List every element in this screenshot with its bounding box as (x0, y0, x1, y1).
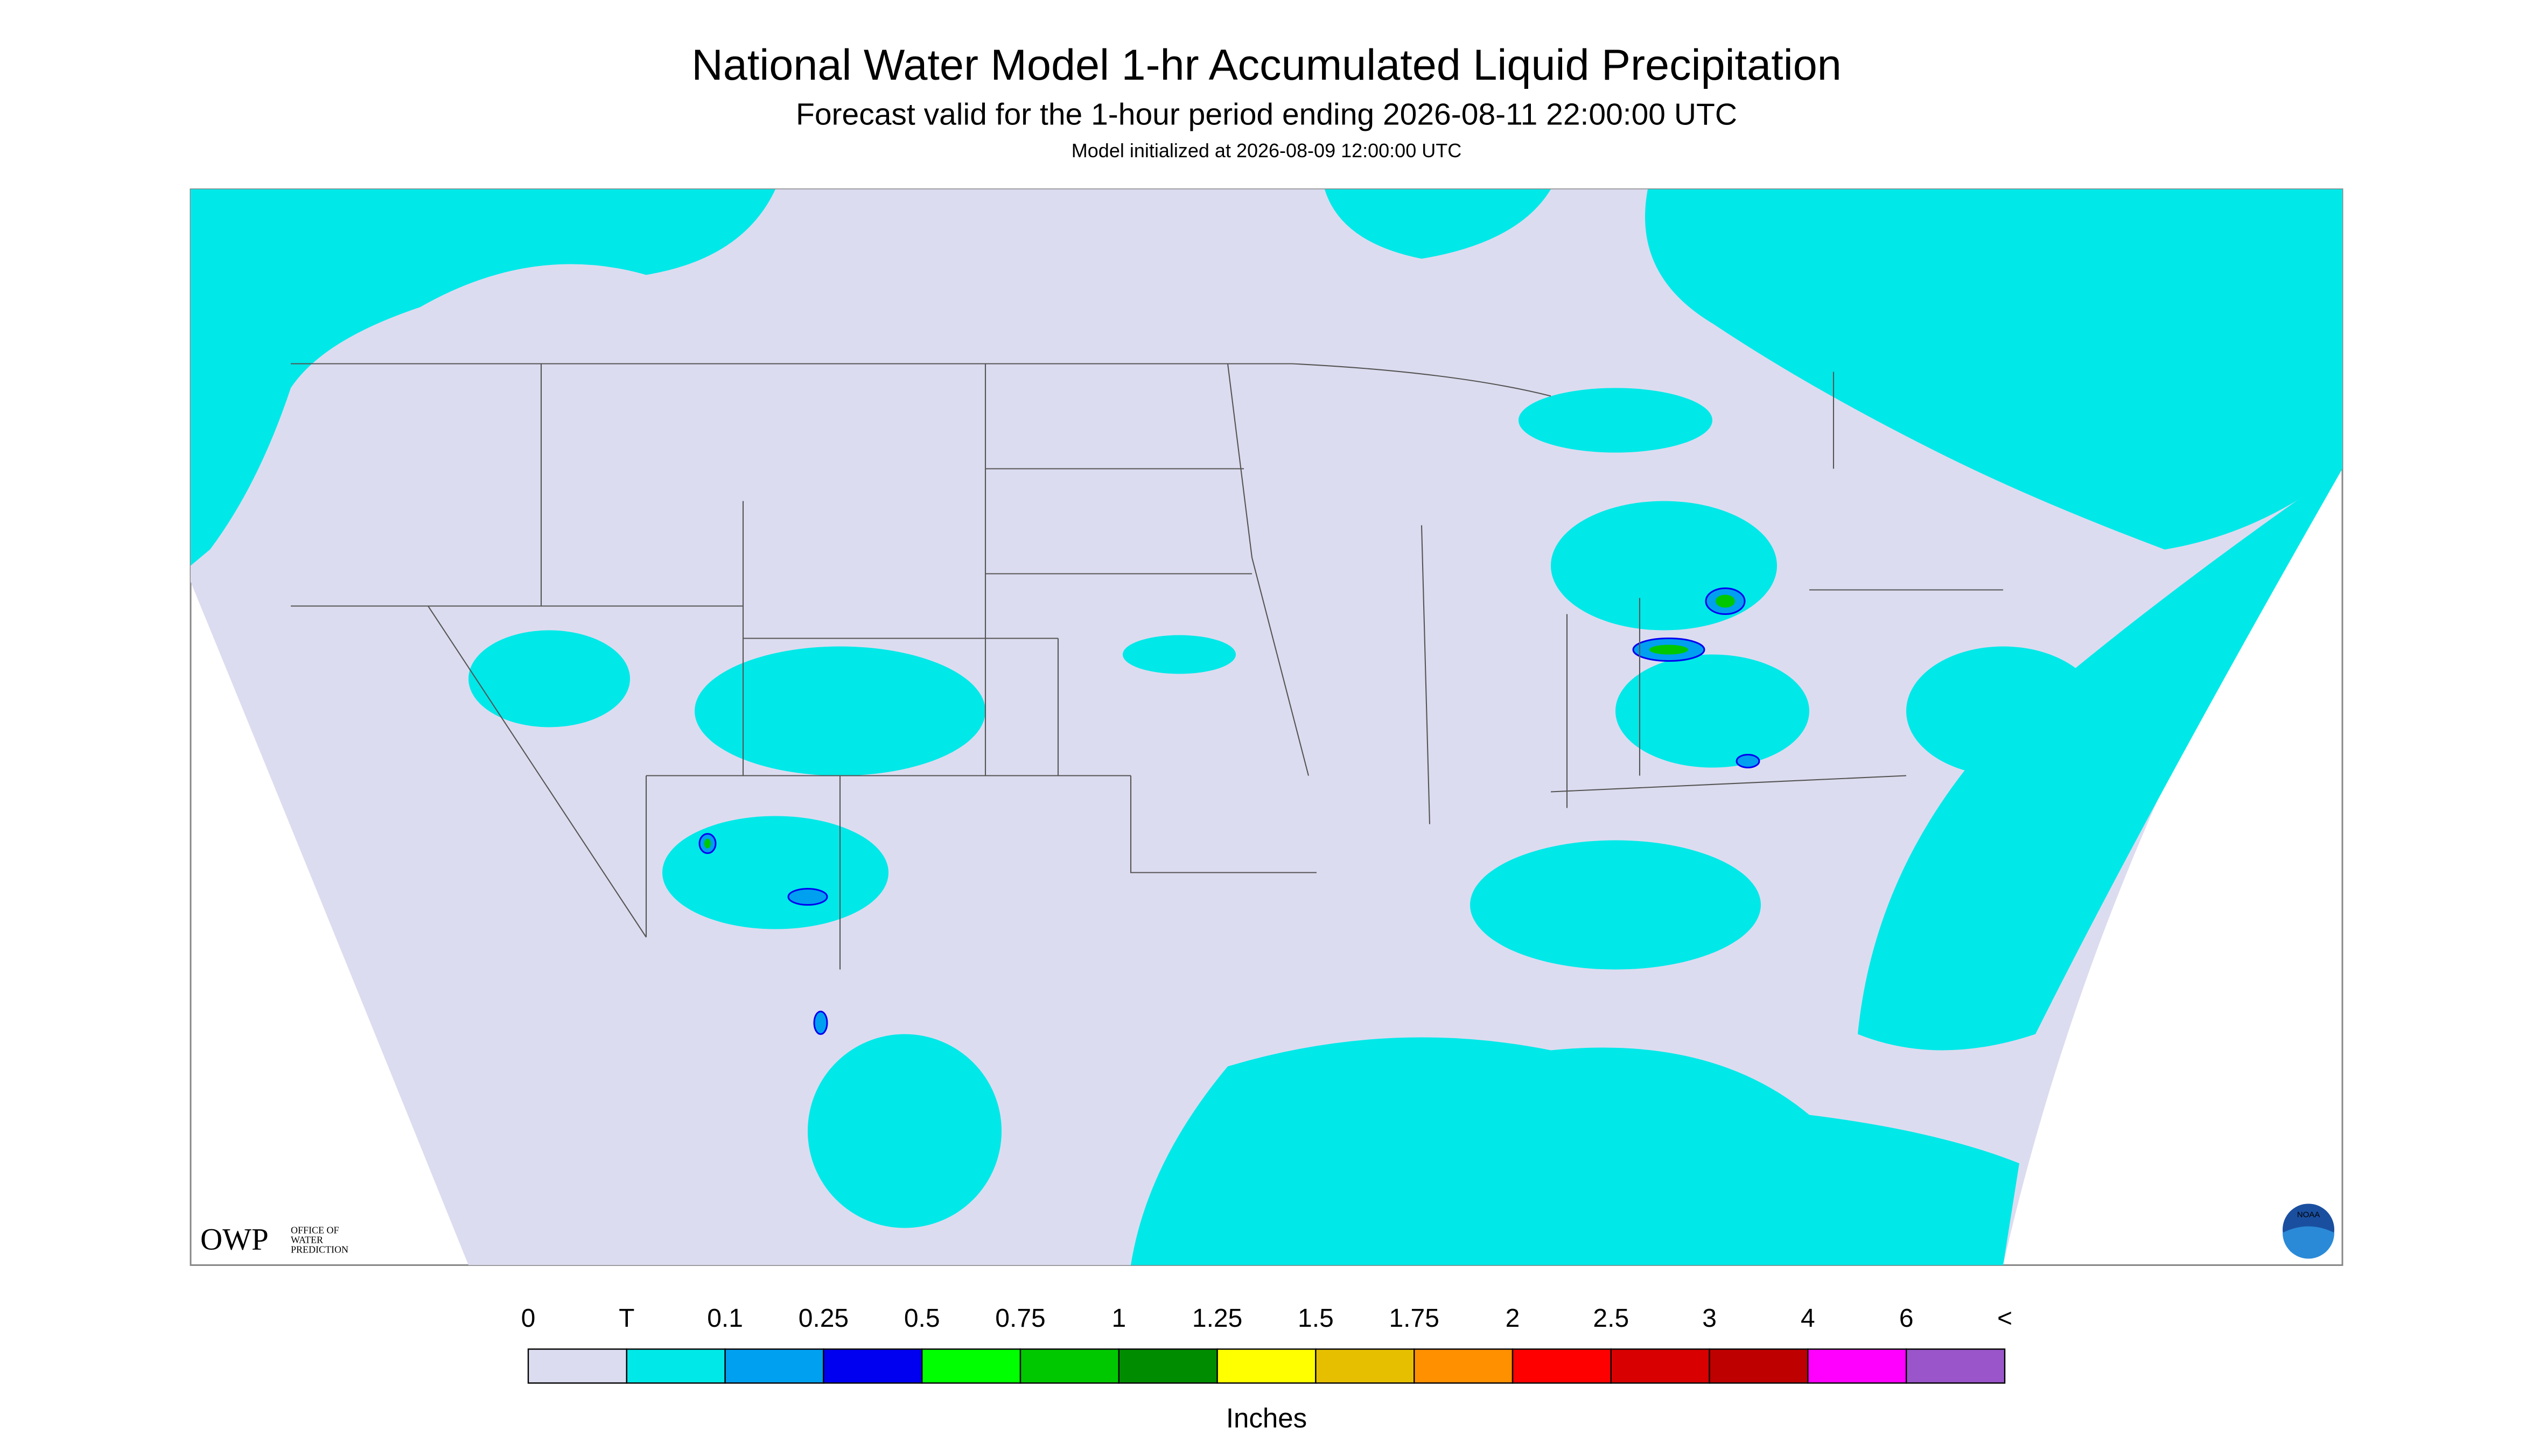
legend-label: < (1997, 1304, 2012, 1333)
legend-label: 1.25 (1192, 1304, 1242, 1333)
init-time: Model initialized at 2026-08-09 12:00:00… (1072, 139, 1461, 162)
legend-swatch (724, 1348, 824, 1384)
owp-logo-caption: PREDICTION (291, 1244, 348, 1255)
legend-label: 1.75 (1389, 1304, 1439, 1333)
legend: 0 T 0.1 0.25 0.5 0.75 1 1.25 1.5 1.75 2 2.5 3 4 6 < (521, 1304, 2012, 1384)
legend-label: 0.1 (707, 1304, 743, 1333)
legend-label: 1.5 (1298, 1304, 1334, 1333)
legend-swatch (1610, 1348, 1710, 1384)
legend-label: 0.5 (904, 1304, 940, 1333)
legend-label: 1 (1111, 1304, 1126, 1333)
legend-swatch (1709, 1348, 1809, 1384)
legend-unit: Inches (1226, 1403, 1307, 1433)
legend-label: 2.5 (1593, 1304, 1629, 1333)
legend-label: 0.75 (995, 1304, 1045, 1333)
noaa-logo: NOAA (2283, 1203, 2334, 1259)
legend-swatch (1512, 1348, 1612, 1384)
legend-label: 0 (521, 1304, 536, 1333)
title: National Water Model 1-hr Accumulated Li… (691, 41, 1842, 89)
map (190, 188, 2343, 1266)
legend-label: 4 (1801, 1304, 1815, 1333)
legend-swatch (1807, 1348, 1907, 1384)
legend-swatch (1118, 1348, 1218, 1384)
owp-logo-text: OWP (200, 1223, 269, 1257)
legend-swatch (626, 1348, 726, 1384)
legend-label: 3 (1702, 1304, 1717, 1333)
legend-swatch (921, 1348, 1021, 1384)
owp-logo: OWP OFFICE OF WATER PREDICTION (200, 1223, 348, 1257)
legend-label: 0.25 (799, 1304, 849, 1333)
legend-swatch (527, 1348, 628, 1384)
owp-logo-caption: WATER (291, 1235, 323, 1245)
legend-swatch (1315, 1348, 1415, 1384)
legend-label: 6 (1899, 1304, 1914, 1333)
legend-label: T (619, 1304, 634, 1333)
legend-label: 2 (1506, 1304, 1520, 1333)
legend-swatch (1414, 1348, 1514, 1384)
owp-logo-caption: OFFICE OF (291, 1225, 339, 1236)
legend-swatch (1019, 1348, 1120, 1384)
legend-swatch (1216, 1348, 1317, 1384)
legend-swatch (1905, 1348, 2006, 1384)
legend-swatch (823, 1348, 923, 1384)
noaa-logo-text: NOAA (2297, 1210, 2320, 1219)
subtitle: Forecast valid for the 1-hour period end… (796, 97, 1737, 132)
